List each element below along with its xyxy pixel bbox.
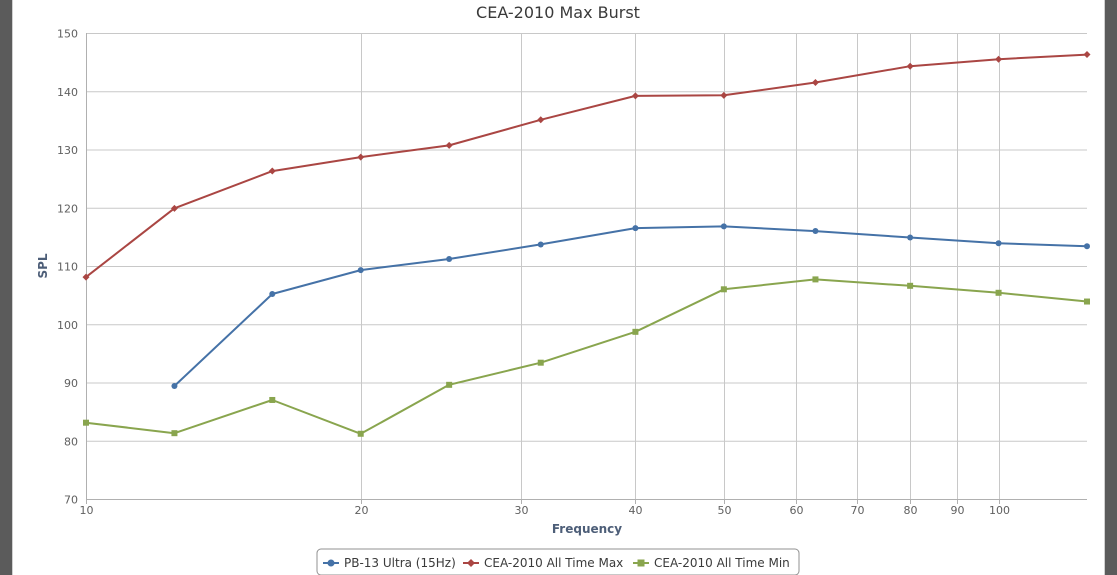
- point-max-4: [445, 141, 453, 149]
- x-tick-label-4: 50: [718, 504, 732, 517]
- legend-item-pb13[interactable]: PB-13 Ultra (15Hz): [323, 556, 456, 570]
- point-min-8: [812, 276, 819, 283]
- y-tick-label-1: 80: [64, 435, 78, 448]
- point-min-11: [1084, 298, 1090, 305]
- point-max-7: [720, 91, 728, 99]
- y-tick-label-4: 110: [57, 261, 78, 274]
- chart-container: CEA-2010 Max Burst 70 80 90 100 110 120 130 140…: [12, 0, 1105, 575]
- point-min-6: [632, 328, 639, 335]
- chart-title: CEA-2010 Max Burst: [476, 3, 640, 22]
- x-tick-label-6: 70: [851, 504, 865, 517]
- axis-layer: 70 80 90 100 110 120 130 140 150 10 20 30 40 50 60 70 80…: [57, 28, 1087, 517]
- x-tick-label-2: 30: [515, 504, 529, 517]
- x-tick-label-1: 20: [355, 504, 369, 517]
- y-tick-label-5: 120: [57, 202, 78, 215]
- y-tick-label-2: 90: [64, 377, 78, 390]
- legend-label-min: CEA-2010 All Time Min: [654, 556, 790, 570]
- point-pb13-10: [1084, 243, 1090, 250]
- point-min-9: [907, 282, 914, 289]
- y-tick-label-8: 150: [57, 28, 78, 41]
- y-axis-title: SPL: [36, 253, 50, 278]
- legend-box: [316, 548, 800, 575]
- legend-item-max[interactable]: CEA-2010 All Time Max: [463, 556, 623, 570]
- y-tick-label-3: 100: [57, 319, 78, 332]
- point-pb13-9: [995, 240, 1002, 247]
- legend-marker-max: [467, 559, 475, 567]
- series-line-max: [85, 53, 1088, 278]
- x-axis-title: Frequency: [552, 522, 622, 536]
- point-min-1: [171, 430, 178, 437]
- point-max-11: [1083, 51, 1091, 59]
- point-pb13-8: [907, 234, 914, 241]
- y-tick-label-6: 130: [57, 144, 78, 157]
- x-tick-label-9: 100: [989, 504, 1010, 517]
- x-tick-label-8: 90: [951, 504, 965, 517]
- series-line-min: [85, 278, 1088, 435]
- point-min-3: [357, 430, 364, 437]
- grid-layer: [86, 33, 1087, 500]
- point-max-2: [268, 167, 276, 175]
- point-pb13-2: [357, 267, 364, 274]
- legend[interactable]: PB-13 Ultra (15Hz) CEA-2010 All Time Max…: [316, 548, 800, 575]
- x-tick-label-3: 40: [629, 504, 643, 517]
- legend-label-pb13: PB-13 Ultra (15Hz): [344, 556, 456, 570]
- point-pb13-5: [632, 225, 639, 232]
- point-max-0: [82, 273, 90, 281]
- point-min-0: [83, 419, 89, 426]
- point-max-6: [631, 92, 639, 100]
- x-tick-label-0: 10: [80, 504, 94, 517]
- point-pb13-4: [537, 241, 544, 248]
- point-pb13-0: [171, 382, 178, 389]
- legend-marker-min: [637, 559, 645, 567]
- point-min-7: [720, 286, 727, 293]
- chart-svg: CEA-2010 Max Burst 70 80 90 100 110 120 130 140…: [36, 3, 1091, 575]
- point-pb13-3: [446, 256, 453, 263]
- point-max-8: [811, 79, 819, 87]
- point-min-4: [446, 381, 453, 388]
- y-tick-label-7: 140: [57, 86, 78, 99]
- point-min-10: [995, 289, 1002, 296]
- point-min-5: [537, 359, 544, 366]
- x-tick-label-5: 60: [790, 504, 804, 517]
- point-pb13-1: [269, 290, 276, 297]
- x-tick-label-7: 80: [904, 504, 918, 517]
- point-max-5: [537, 116, 545, 124]
- legend-item-min[interactable]: CEA-2010 All Time Min: [633, 556, 790, 570]
- series-layer: [82, 51, 1091, 437]
- point-min-2: [269, 396, 276, 403]
- point-pb13-6: [720, 223, 727, 230]
- point-max-10: [995, 55, 1003, 63]
- legend-label-max: CEA-2010 All Time Max: [484, 556, 623, 570]
- point-pb13-7: [812, 228, 819, 235]
- point-max-9: [906, 62, 914, 70]
- point-max-3: [357, 153, 365, 161]
- y-tick-label-0: 70: [64, 494, 78, 507]
- legend-marker-pb13: [327, 559, 335, 567]
- point-max-1: [170, 204, 178, 212]
- series-line-pb13: [173, 225, 1088, 387]
